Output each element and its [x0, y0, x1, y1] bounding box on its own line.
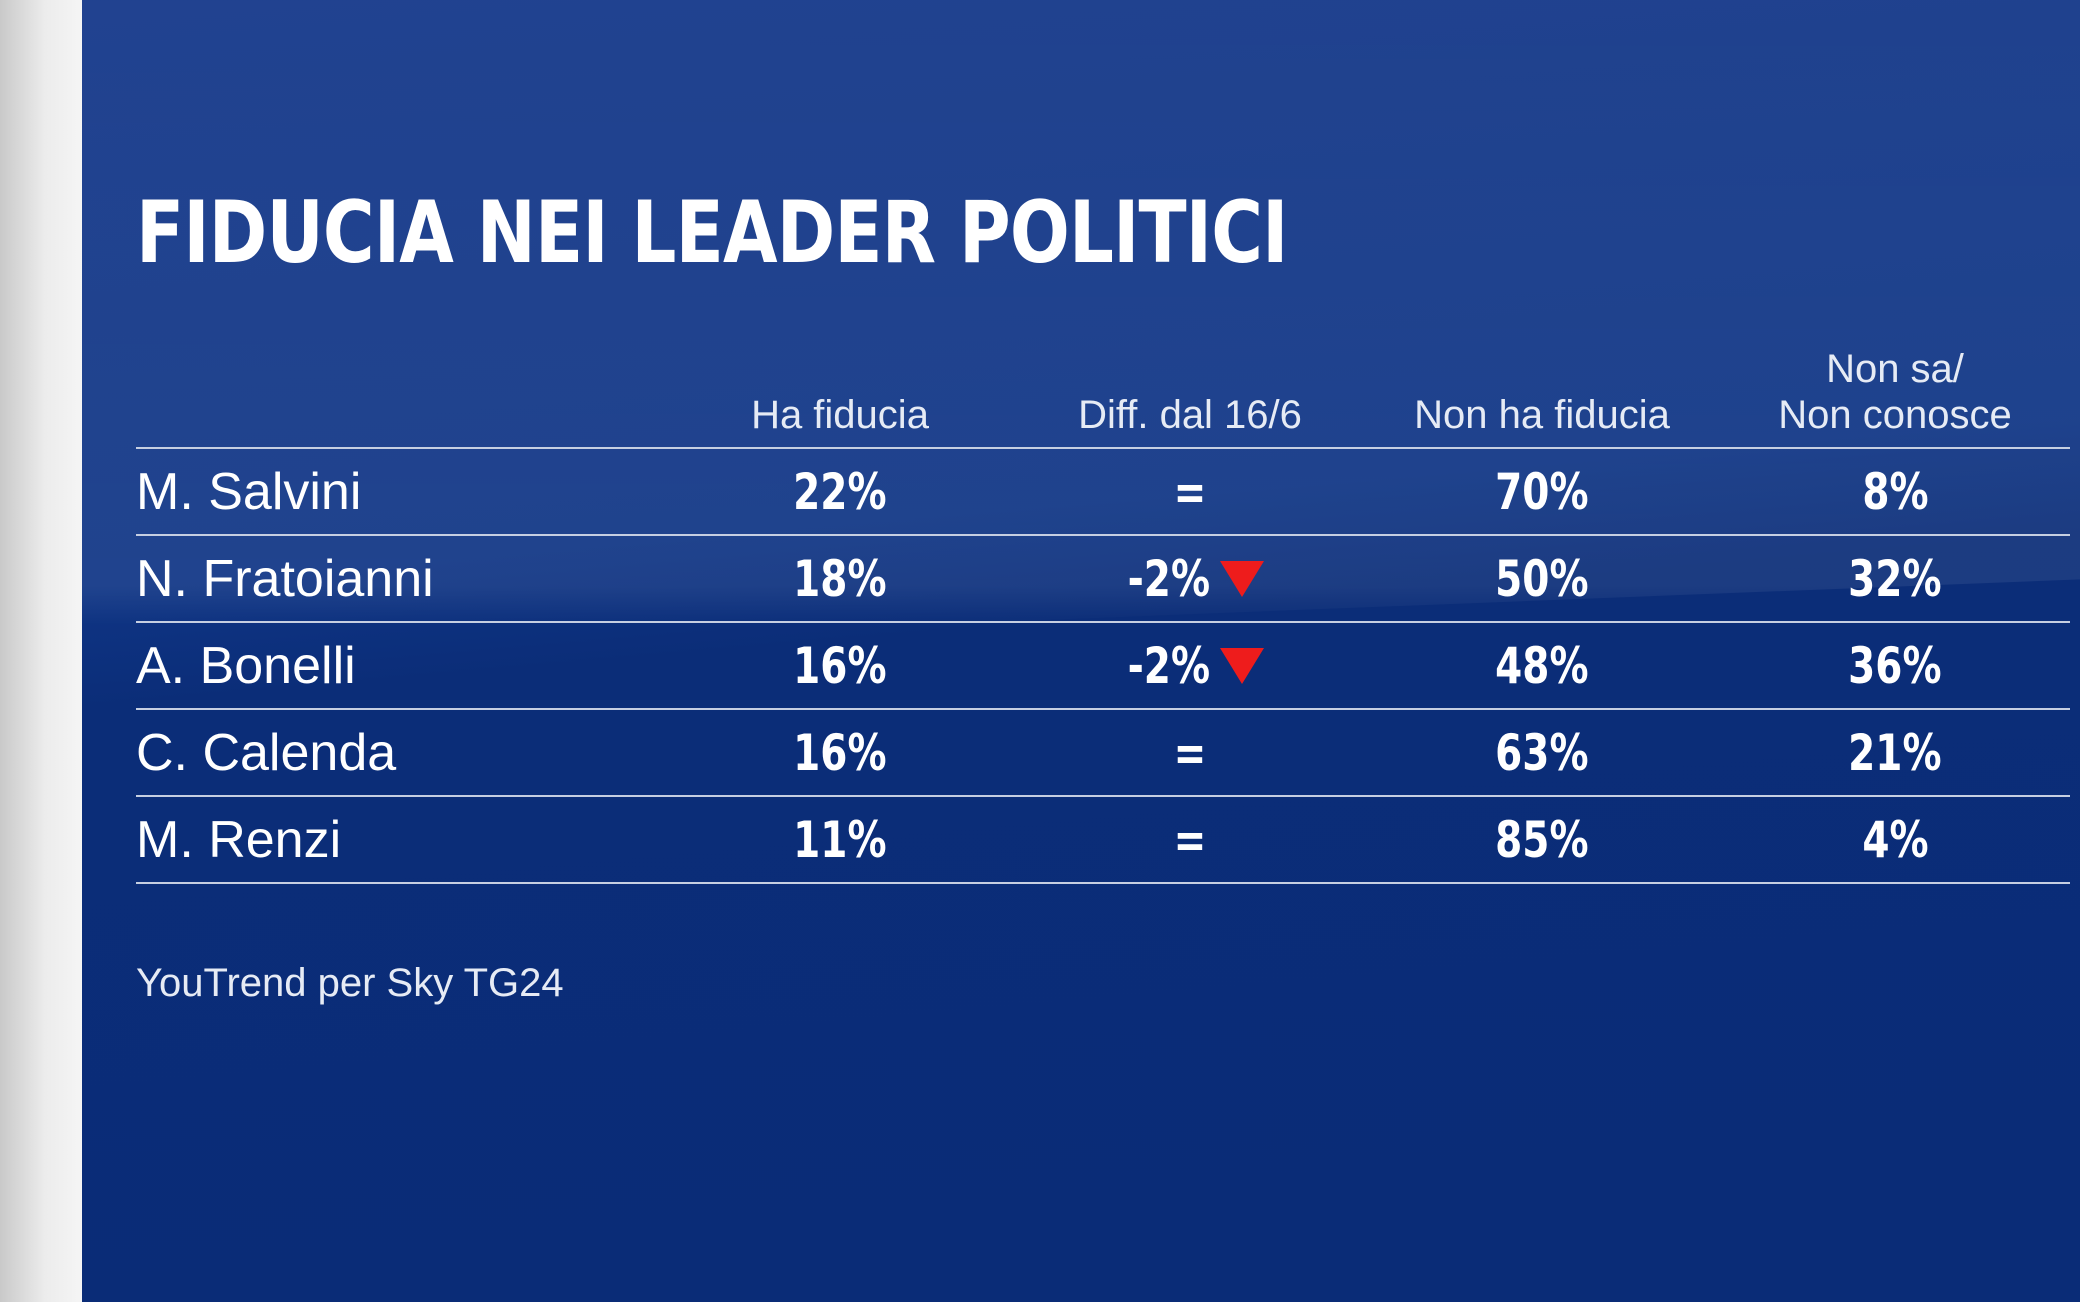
cell-value: = — [1173, 463, 1207, 521]
row-divider — [136, 882, 2070, 884]
chart-title: FIDUCIA NEI LEADER POLITICI — [136, 183, 1288, 283]
cell-diff: -2% — [980, 623, 1400, 709]
row-label: A. Bonelli — [136, 637, 356, 695]
row-label: M. Renzi — [136, 811, 342, 869]
cell-value: 11% — [793, 811, 887, 869]
graphic-panel — [82, 0, 2080, 1302]
column-header-non-sa: Non sa/Non conosce — [1685, 346, 2080, 438]
cell-non-ha-fiducia: 63% — [1332, 710, 1752, 796]
cell-ha-fiducia: 11% — [630, 797, 1050, 883]
cell-non-sa: 8% — [1685, 449, 2080, 535]
cell-value: 16% — [793, 637, 887, 695]
down-triangle-icon — [1219, 647, 1264, 684]
cell-ha-fiducia: 22% — [630, 449, 1050, 535]
column-header-line: Diff. dal 16/6 — [1078, 393, 1302, 437]
row-divider — [136, 447, 2070, 449]
cell-ha-fiducia: 18% — [630, 536, 1050, 622]
cell-diff: -2% — [980, 536, 1400, 622]
cell-non-ha-fiducia: 85% — [1332, 797, 1752, 883]
column-header-ha-fiducia: Ha fiducia — [630, 392, 1050, 438]
cell-diff: = — [980, 710, 1400, 796]
cell-non-sa: 36% — [1685, 623, 2080, 709]
cell-ha-fiducia: 16% — [630, 710, 1050, 796]
cell-value: 63% — [1495, 724, 1589, 782]
row-label: N. Fratoianni — [136, 550, 434, 608]
source-note: YouTrend per Sky TG24 — [136, 961, 564, 1005]
cell-value: 36% — [1848, 637, 1942, 695]
background-band — [82, 0, 2080, 658]
cell-diff: = — [980, 797, 1400, 883]
cell-ha-fiducia: 16% — [630, 623, 1050, 709]
row-divider — [136, 534, 2070, 536]
cell-diff: = — [980, 449, 1400, 535]
cell-value: 50% — [1495, 550, 1589, 608]
left-margin-strip — [0, 0, 82, 1302]
cell-value: 85% — [1495, 811, 1589, 869]
cell-value: -2% — [1127, 637, 1211, 695]
cell-non-sa: 32% — [1685, 536, 2080, 622]
cell-value: 21% — [1848, 724, 1942, 782]
cell-non-ha-fiducia: 70% — [1332, 449, 1752, 535]
column-header-non-ha-fiducia: Non ha fiducia — [1332, 392, 1752, 438]
column-header-line: Non conosce — [1778, 393, 2012, 437]
cell-value: 48% — [1495, 637, 1589, 695]
row-divider — [136, 708, 2070, 710]
row-label: M. Salvini — [136, 463, 362, 521]
cell-value: -2% — [1127, 550, 1211, 608]
column-header-line: Non sa/ — [1826, 347, 1964, 391]
cell-value: 22% — [793, 463, 887, 521]
cell-value: = — [1173, 811, 1207, 869]
column-header-line: Ha fiducia — [751, 393, 929, 437]
down-triangle-icon — [1219, 560, 1264, 597]
column-header-line: Non ha fiducia — [1414, 393, 1670, 437]
cell-non-ha-fiducia: 48% — [1332, 623, 1752, 709]
row-divider — [136, 621, 2070, 623]
cell-value: 32% — [1848, 550, 1942, 608]
cell-value: 16% — [793, 724, 887, 782]
cell-value: 70% — [1495, 463, 1589, 521]
cell-value: = — [1173, 724, 1207, 782]
column-header-diff: Diff. dal 16/6 — [980, 392, 1400, 438]
row-label: C. Calenda — [136, 724, 397, 782]
cell-value: 4% — [1861, 811, 1929, 869]
cell-non-ha-fiducia: 50% — [1332, 536, 1752, 622]
cell-value: 18% — [793, 550, 887, 608]
cell-non-sa: 4% — [1685, 797, 2080, 883]
row-divider — [136, 795, 2070, 797]
cell-non-sa: 21% — [1685, 710, 2080, 796]
cell-value: 8% — [1861, 463, 1929, 521]
